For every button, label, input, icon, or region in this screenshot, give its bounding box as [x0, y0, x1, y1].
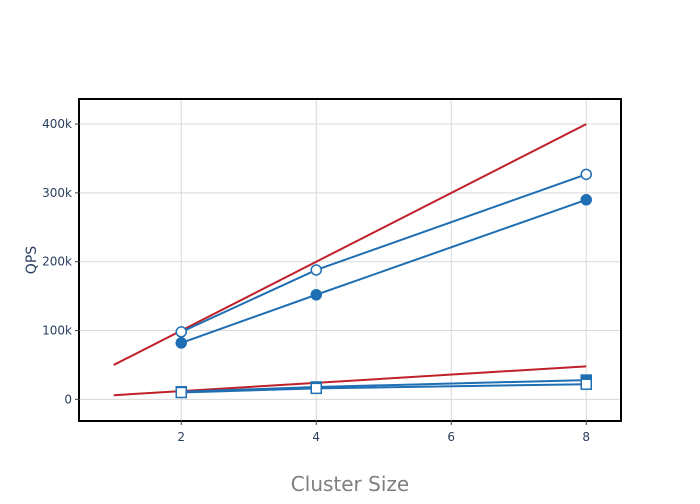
data-point — [175, 386, 187, 399]
plot-frame — [78, 98, 622, 422]
data-point — [580, 194, 592, 206]
x-tick-label: 2 — [177, 430, 185, 444]
data-point — [310, 264, 322, 276]
series-line — [180, 198, 587, 344]
x-tick-label: 6 — [447, 430, 455, 444]
data-point — [580, 168, 592, 181]
y-tick-label: 400k — [42, 117, 72, 131]
grid-layer — [80, 100, 620, 420]
data-point — [175, 337, 187, 349]
tick-layer: 2 4 6 8 0 100k 200k 300k 400k — [42, 117, 590, 444]
y-tick-label: 300k — [42, 186, 72, 200]
y-tick-label: 0 — [64, 392, 72, 406]
series-line — [180, 173, 587, 333]
series-3 — [175, 194, 592, 349]
x-axis-title: Cluster Size — [291, 472, 409, 496]
data-point — [310, 382, 322, 395]
data-point — [175, 326, 187, 338]
series-2 — [175, 168, 592, 338]
y-axis-title: QPS — [24, 246, 40, 274]
series-6 — [175, 378, 592, 399]
series-line — [113, 123, 587, 366]
data-point — [310, 289, 322, 301]
y-tick-label: 200k — [42, 255, 72, 269]
x-tick-label: 8 — [582, 430, 590, 444]
series-1 — [113, 123, 587, 366]
series-layer — [113, 123, 592, 399]
y-tick-label: 100k — [42, 324, 72, 338]
data-point — [580, 378, 592, 390]
x-tick-label: 4 — [312, 430, 320, 444]
